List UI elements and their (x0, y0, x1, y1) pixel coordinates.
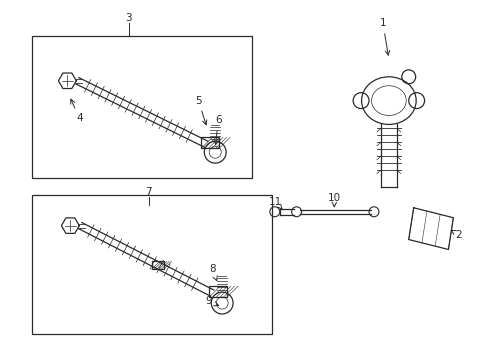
Text: 11: 11 (268, 197, 282, 210)
Text: 8: 8 (208, 264, 217, 280)
Bar (151, 261, 163, 269)
Text: 7: 7 (145, 187, 152, 197)
Text: 1: 1 (379, 18, 389, 55)
Bar (32, 195, 271, 334)
Text: 6: 6 (213, 116, 221, 144)
Text: 10: 10 (327, 193, 340, 207)
Text: 9: 9 (204, 296, 218, 306)
Text: 5: 5 (195, 96, 206, 125)
Text: 2: 2 (450, 230, 461, 239)
Text: 3: 3 (125, 13, 132, 23)
Bar (32, 36, 251, 178)
Text: 4: 4 (70, 99, 82, 123)
Bar (209, 286, 226, 297)
Bar (201, 137, 219, 148)
